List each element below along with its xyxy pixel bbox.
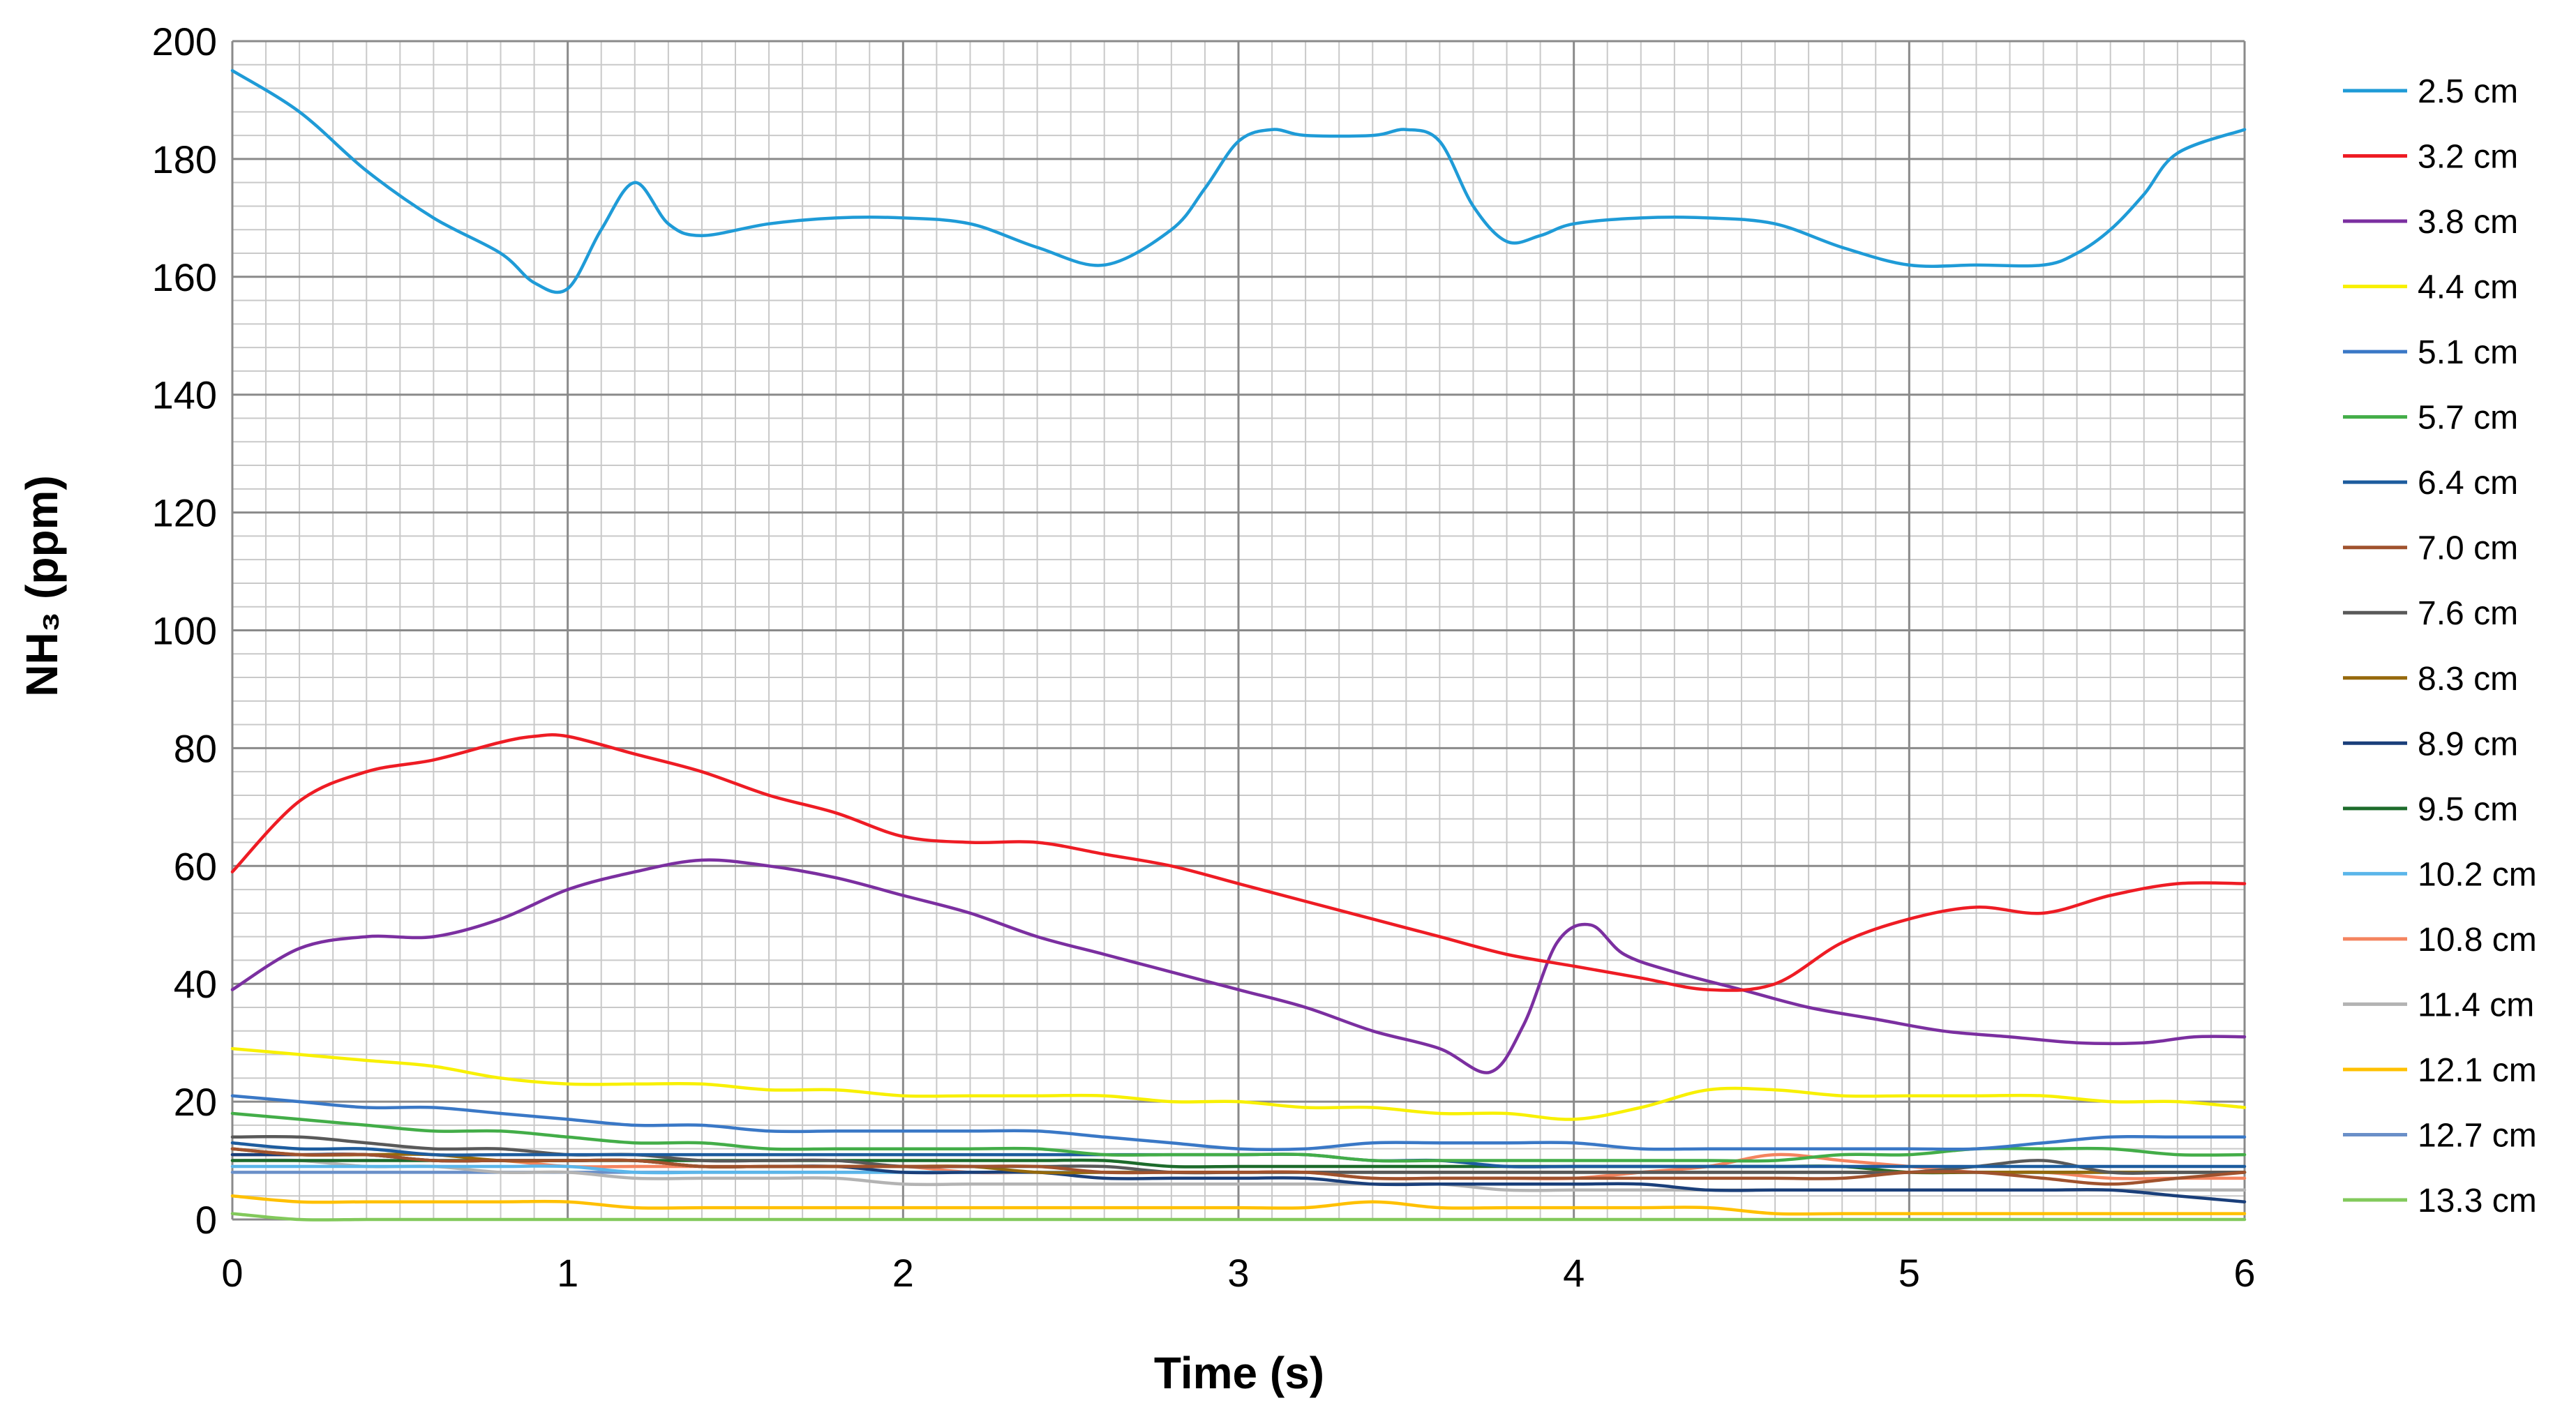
y-tick-label: 140 (152, 373, 217, 417)
y-tick-label: 20 (174, 1080, 217, 1124)
y-axis-ticks: 0 20 40 60 80 100 120 140 160 180 200 (152, 20, 217, 1242)
x-tick-label: 4 (1563, 1251, 1585, 1295)
y-tick-label: 0 (195, 1198, 217, 1242)
legend-label: 12.7 cm (2418, 1117, 2537, 1154)
y-tick-label: 160 (152, 255, 217, 299)
y-tick-label: 80 (174, 726, 217, 770)
legend: 2.5 cm 3.2 cm 3.8 cm 4.4 cm 5.1 cm 5.7 cm 6.4 … (2343, 73, 2537, 1219)
y-tick-label: 120 (152, 491, 217, 535)
legend-item: 4.4 cm (2343, 269, 2518, 306)
series-line-5-7-cm (230, 1111, 2247, 1163)
legend-item: 8.3 cm (2343, 661, 2518, 698)
legend-label: 2.5 cm (2418, 73, 2518, 110)
series-line-4-4-cm (230, 1046, 2247, 1121)
series-line-7-0-cm (230, 1147, 2247, 1186)
x-tick-label: 5 (1899, 1251, 1920, 1295)
legend-label: 13.3 cm (2418, 1182, 2537, 1219)
legend-item: 12.7 cm (2343, 1117, 2537, 1154)
legend-label: 3.8 cm (2418, 204, 2518, 241)
series-line-2-5-cm (230, 68, 2247, 294)
legend-item: 5.1 cm (2343, 334, 2518, 371)
legend-label: 10.2 cm (2418, 856, 2537, 893)
legend-item: 3.2 cm (2343, 139, 2518, 176)
legend-item: 12.1 cm (2343, 1052, 2537, 1089)
legend-label: 6.4 cm (2418, 465, 2518, 502)
x-tick-label: 2 (892, 1251, 914, 1295)
series-line-5-1-cm (230, 1094, 2247, 1151)
legend-item: 6.4 cm (2343, 465, 2518, 502)
legend-label: 7.6 cm (2418, 595, 2518, 632)
legend-item: 3.8 cm (2343, 204, 2518, 241)
legend-item: 8.9 cm (2343, 726, 2518, 763)
series-line-3-8-cm (230, 858, 2247, 1074)
legend-item: 13.3 cm (2343, 1182, 2537, 1219)
legend-label: 12.1 cm (2418, 1052, 2537, 1089)
x-tick-label: 1 (557, 1251, 578, 1295)
x-axis-ticks: 0 1 2 3 4 5 6 (221, 1251, 2255, 1295)
y-tick-label: 100 (152, 609, 217, 653)
legend-label: 11.4 cm (2418, 986, 2534, 1023)
legend-label: 9.5 cm (2418, 791, 2518, 828)
legend-label: 10.8 cm (2418, 922, 2537, 959)
series-lines (230, 68, 2247, 1222)
x-tick-label: 3 (1227, 1251, 1249, 1295)
legend-item: 10.8 cm (2343, 922, 2537, 959)
legend-label: 5.7 cm (2418, 400, 2518, 437)
legend-label: 8.3 cm (2418, 661, 2518, 698)
x-tick-label: 0 (221, 1251, 243, 1295)
legend-label: 4.4 cm (2418, 269, 2518, 306)
y-tick-label: 200 (152, 20, 217, 63)
legend-label: 8.9 cm (2418, 726, 2518, 763)
legend-label: 7.0 cm (2418, 530, 2518, 567)
x-axis-title: Time (s) (1154, 1348, 1324, 1398)
legend-item: 7.0 cm (2343, 530, 2518, 567)
legend-item: 11.4 cm (2343, 986, 2534, 1023)
legend-item: 5.7 cm (2343, 400, 2518, 437)
legend-item: 7.6 cm (2343, 595, 2518, 632)
y-tick-label: 180 (152, 137, 217, 181)
legend-label: 5.1 cm (2418, 334, 2518, 371)
series-line-3-2-cm (230, 733, 2247, 992)
series-line-13-3-cm (230, 1212, 2247, 1222)
y-tick-label: 60 (174, 844, 217, 888)
y-axis-title: NH₃ (ppm) (17, 475, 67, 697)
x-tick-label: 6 (2233, 1251, 2255, 1295)
legend-item: 2.5 cm (2343, 73, 2518, 110)
legend-item: 10.2 cm (2343, 856, 2537, 893)
legend-label: 3.2 cm (2418, 139, 2518, 176)
y-tick-label: 40 (174, 962, 217, 1006)
legend-item: 9.5 cm (2343, 791, 2518, 828)
series-line-12-1-cm (230, 1194, 2247, 1216)
